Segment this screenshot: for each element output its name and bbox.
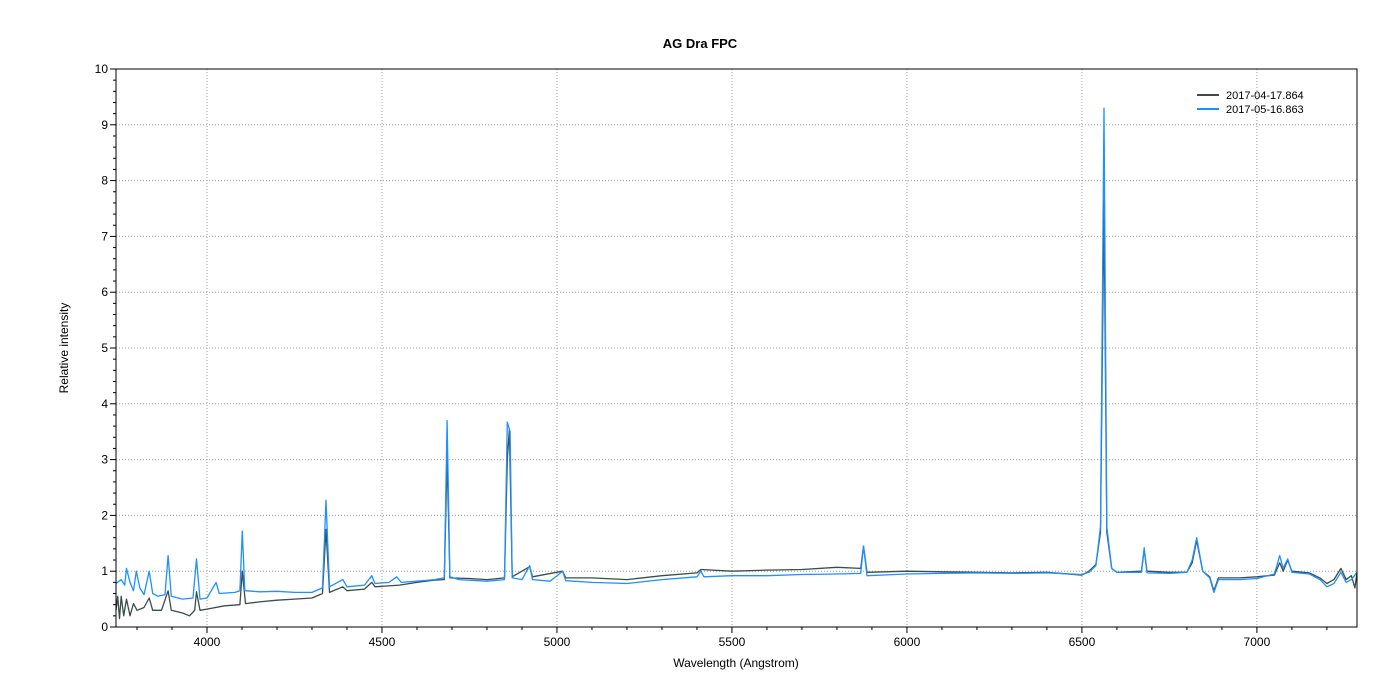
series-line-2 [115,107,1358,600]
y-tick-label: 4 [101,397,108,411]
series-group [115,107,1358,620]
legend-label-2: 2017-05-16.863 [1226,104,1304,116]
series-line-1 [115,199,1358,620]
y-tick-label: 3 [101,453,108,467]
y-tick-label: 0 [101,620,108,634]
x-tick-label: 5000 [544,635,571,649]
y-tick-label: 6 [101,285,108,299]
ticks: 4000 4500 5000 5500 6000 6500 7000 0 1 2 3 4 5 6 7 8 9 10 [95,62,1328,649]
y-tick-label: 1 [101,564,108,578]
x-axis-label: Wavelength (Angstrom) [673,656,799,670]
y-tick-label: 10 [95,62,109,76]
y-tick-label: 8 [101,174,108,188]
legend: 2017-04-17.864 2017-05-16.863 [1197,90,1304,116]
y-tick-label: 7 [101,229,108,243]
y-tick-label: 5 [101,341,108,355]
x-tick-label: 4000 [194,635,221,649]
chart-title: AG Dra FPC [663,36,738,51]
x-tick-label: 4500 [369,635,396,649]
x-tick-label: 5500 [719,635,746,649]
grid [116,69,1357,627]
legend-label-1: 2017-04-17.864 [1226,90,1304,102]
x-tick-label: 7000 [1244,635,1271,649]
y-tick-label: 9 [101,118,108,132]
y-tick-label: 2 [101,508,108,522]
y-axis-label: Relative intensity [57,303,71,394]
x-tick-label: 6500 [1069,635,1096,649]
x-tick-label: 6000 [894,635,921,649]
